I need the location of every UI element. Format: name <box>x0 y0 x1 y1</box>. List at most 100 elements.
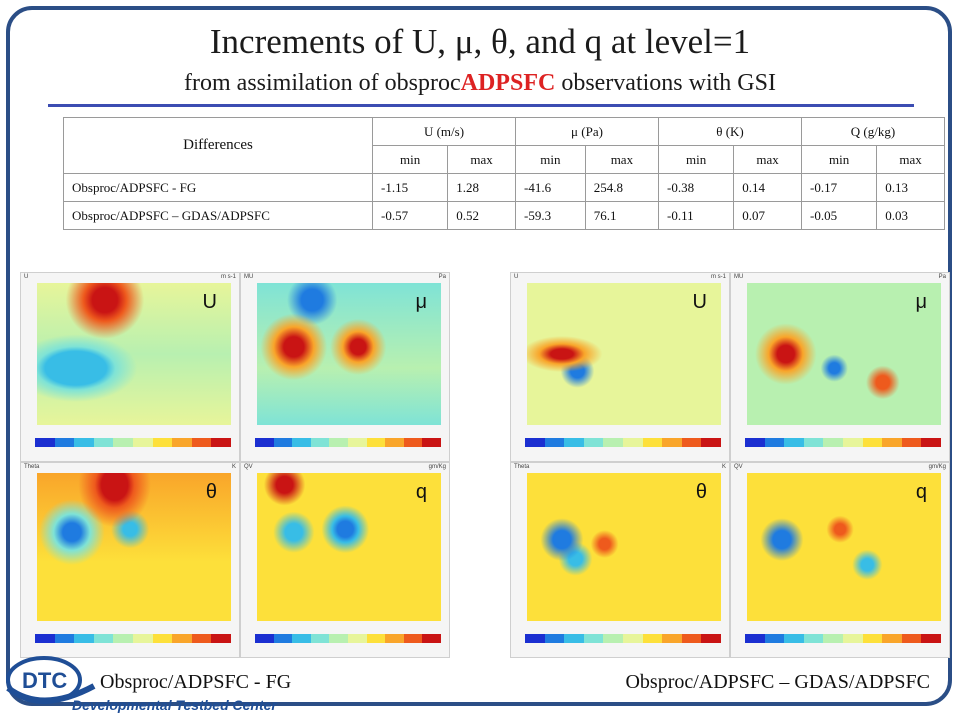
color-swatch <box>403 634 423 643</box>
color-swatch <box>152 438 173 447</box>
table-cell: 0.14 <box>733 173 802 202</box>
increment-map <box>257 473 441 621</box>
map-panel-q-gdas: QV gm/Kg q <box>730 462 950 658</box>
map-panel-theta-fg: Theta K θ <box>20 462 240 658</box>
dtc-logo: DTC <box>6 656 96 704</box>
color-swatch <box>132 634 153 643</box>
table-cell: -0.11 <box>657 201 735 230</box>
panel-variable-label: MU <box>244 274 254 280</box>
panel-variable-label: QV <box>734 464 743 470</box>
table-cell: 1.28 <box>447 173 516 202</box>
title-divider <box>48 104 914 107</box>
color-swatch <box>583 634 604 643</box>
color-swatch <box>347 634 367 643</box>
table-row: Obsproc/ADPSFC - FG -1.15 1.28 -41.6 254… <box>63 173 945 202</box>
panel-unit-label: gm/Kg <box>428 464 446 470</box>
color-swatch <box>211 438 231 447</box>
table-subheader: max <box>876 145 945 174</box>
panel-unit-label: Pa <box>938 274 946 280</box>
color-swatch <box>564 634 584 643</box>
panel-tag: θ <box>205 481 217 503</box>
increment-map <box>527 283 721 425</box>
panel-tag: q <box>415 481 427 503</box>
color-swatch <box>172 634 192 643</box>
panel-variable-label: QV <box>244 464 253 470</box>
table-group-header: θ (K) <box>658 117 802 146</box>
color-swatch <box>366 634 386 643</box>
color-swatch <box>329 634 348 643</box>
color-swatch <box>292 438 311 447</box>
color-swatch <box>823 438 843 447</box>
color-scale-bar <box>255 438 441 447</box>
color-swatch <box>901 438 922 447</box>
color-scale-bar <box>35 438 231 447</box>
panel-unit-label: K <box>721 464 726 470</box>
color-swatch <box>681 438 702 447</box>
color-swatch <box>803 634 824 643</box>
table-corner-header: Differences <box>63 117 373 174</box>
color-swatch <box>74 438 94 447</box>
increment-map <box>747 473 941 621</box>
color-swatch <box>310 634 330 643</box>
panel-unit-label: K <box>231 464 236 470</box>
color-swatch <box>764 438 785 447</box>
table-cell: -59.3 <box>515 201 586 230</box>
color-swatch <box>862 634 883 643</box>
color-swatch <box>74 634 94 643</box>
color-swatch <box>93 438 114 447</box>
color-swatch <box>701 438 721 447</box>
table-row: Obsproc/ADPSFC – GDAS/ADPSFC -0.57 0.52 … <box>63 201 945 230</box>
panel-tag: q <box>915 481 927 503</box>
color-swatch <box>803 438 824 447</box>
color-swatch <box>701 634 721 643</box>
color-swatch <box>603 438 623 447</box>
color-swatch <box>255 634 274 643</box>
logo-short-text: DTC <box>22 668 67 693</box>
color-swatch <box>292 634 311 643</box>
table-cell: -0.17 <box>800 173 878 202</box>
table-group-header: μ (Pa) <box>515 117 659 146</box>
color-swatch <box>544 634 565 643</box>
footer-label-left: Obsproc/ADPSFC - FG <box>100 671 292 693</box>
panel-variable-label: Theta <box>24 464 40 470</box>
color-swatch <box>823 634 843 643</box>
map-panel-mu-gdas: MU Pa μ <box>730 272 950 462</box>
panel-variable-label: MU <box>734 274 744 280</box>
color-swatch <box>347 438 367 447</box>
color-swatch <box>113 438 133 447</box>
table-cell: 0.52 <box>447 201 516 230</box>
color-swatch <box>622 438 643 447</box>
logo-swoosh <box>6 683 96 704</box>
map-panel-mu-fg: MU Pa μ <box>240 272 450 462</box>
color-swatch <box>525 634 545 643</box>
color-swatch <box>603 634 623 643</box>
table-subheader: min <box>657 145 735 174</box>
subtitle-highlight: ADPSFC <box>460 70 556 96</box>
table-group-header: U (m/s) <box>372 117 516 146</box>
color-scale-bar <box>35 634 231 643</box>
color-swatch <box>422 438 441 447</box>
color-scale-bar <box>255 634 441 643</box>
color-swatch <box>901 634 922 643</box>
map-panel-q-fg: QV gm/Kg q <box>240 462 450 658</box>
color-swatch <box>172 438 192 447</box>
color-swatch <box>882 438 902 447</box>
color-swatch <box>681 634 702 643</box>
logo-full-name: Developmental Testbed Center <box>72 697 277 713</box>
table-cell: 0.13 <box>876 173 945 202</box>
increment-map <box>37 283 231 425</box>
table-cell: -0.05 <box>800 201 878 230</box>
panel-unit-label: m s-1 <box>221 274 236 280</box>
color-swatch <box>255 438 274 447</box>
color-swatch <box>642 438 663 447</box>
increment-map <box>747 283 941 425</box>
color-swatch <box>921 438 941 447</box>
table-subheader: max <box>447 145 516 174</box>
row-label: Obsproc/ADPSFC – GDAS/ADPSFC <box>63 201 373 230</box>
slide-frame <box>6 6 952 706</box>
color-scale-bar <box>745 438 941 447</box>
color-swatch <box>882 634 902 643</box>
map-panel-u-fg: U m s-1 U <box>20 272 240 462</box>
color-swatch <box>544 438 565 447</box>
color-swatch <box>310 438 330 447</box>
